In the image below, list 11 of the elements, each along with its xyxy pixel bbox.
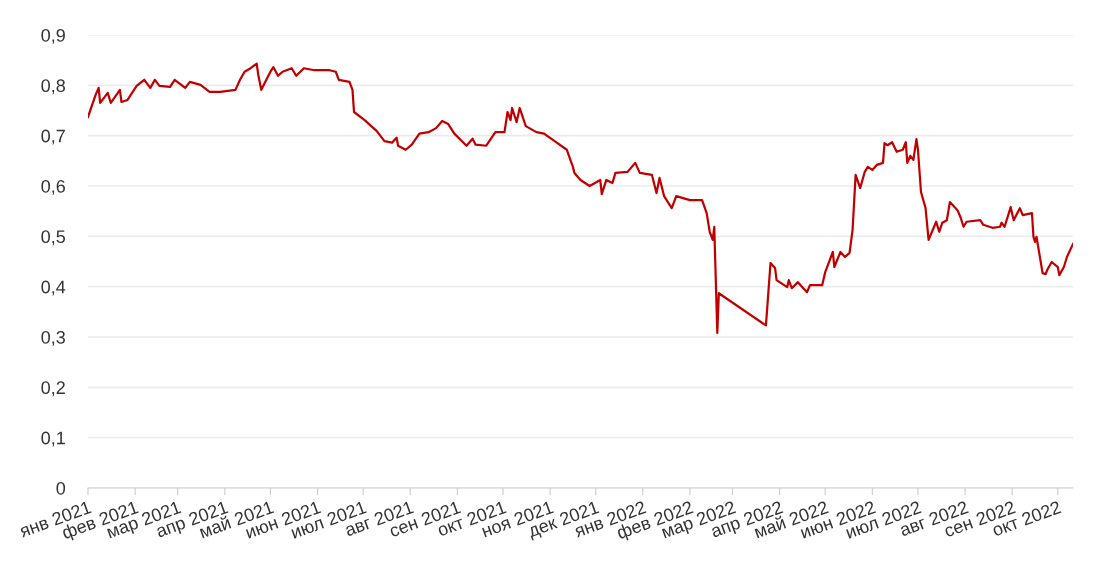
y-tick-label: 0,4 — [41, 280, 66, 296]
line-series — [88, 62, 1073, 335]
y-tick-label: 0,1 — [41, 431, 65, 447]
y-tick-label: 0,3 — [41, 330, 65, 346]
y-tick-label: 0,2 — [41, 381, 65, 397]
y-tick-label: 0 — [56, 481, 66, 495]
y-tick-label: 0,7 — [41, 129, 65, 145]
y-tick-label: 0,8 — [41, 79, 65, 95]
y-tick-label: 0,6 — [41, 179, 65, 195]
y-tick-label: 0,9 — [41, 28, 65, 44]
y-tick-label: 0,5 — [41, 230, 66, 246]
